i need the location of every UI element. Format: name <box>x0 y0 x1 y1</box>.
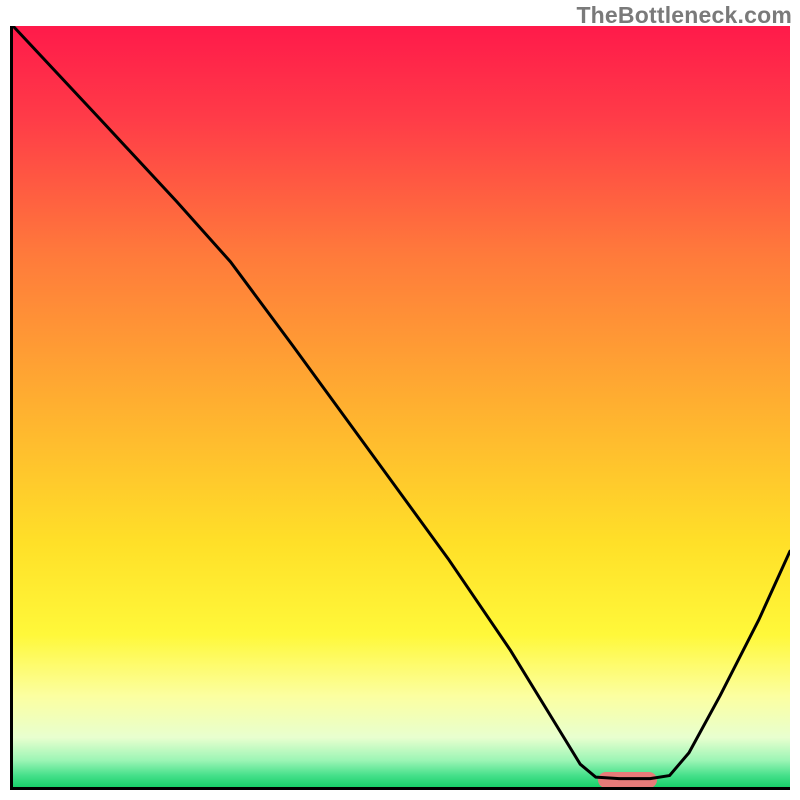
plot-area <box>10 26 790 790</box>
bottleneck-curve <box>13 26 790 787</box>
chart-container: TheBottleneck.com <box>0 0 800 800</box>
watermark-text: TheBottleneck.com <box>576 2 792 29</box>
curve-path <box>13 26 790 779</box>
